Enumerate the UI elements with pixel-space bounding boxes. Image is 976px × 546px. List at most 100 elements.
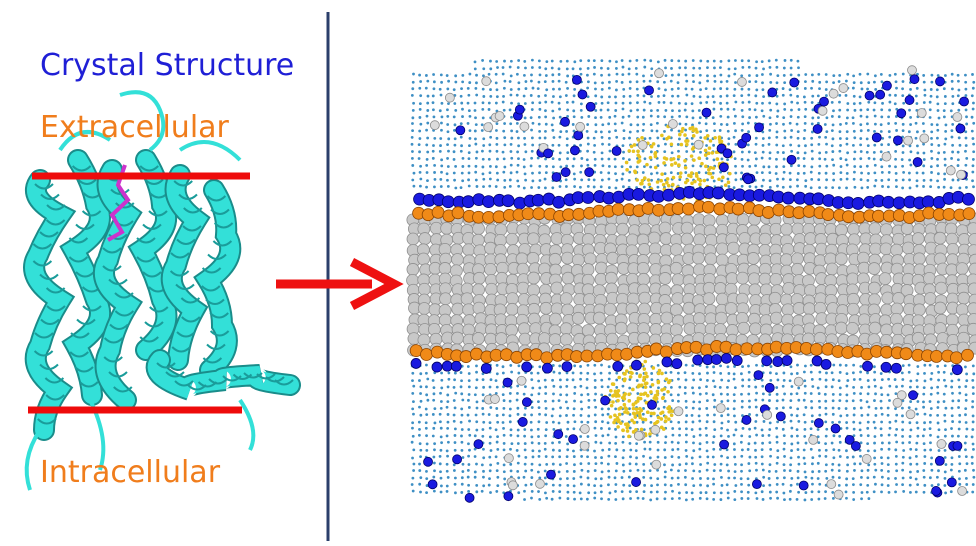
water-dot [970,435,974,439]
water-dot [649,476,653,480]
water-dot [620,476,624,479]
water-dot [872,150,876,154]
water-dot [706,455,710,459]
water-dot [942,400,946,403]
water-dot [466,468,470,472]
water-dot [768,371,772,375]
lipid-tail-bead [957,291,971,305]
lipid-tail-bead [671,273,685,287]
protein-atom [656,415,661,420]
protein-atom [639,383,644,387]
water-dot [748,399,751,403]
water-dot [873,426,877,430]
water-dot [818,151,822,155]
water-dot [657,144,660,148]
water-dot [900,158,904,161]
water-dot [467,483,470,487]
water-dot [727,434,730,438]
water-dot [705,129,709,133]
water-dot [712,107,716,111]
water-dot [935,475,939,479]
water-dot [460,491,464,494]
water-dot [956,94,960,98]
water-dot [781,427,785,431]
water-dot [424,407,428,411]
water-dot [929,377,933,381]
water-dot [453,441,457,444]
protein-atom [619,406,623,410]
water-dot [886,484,890,487]
water-dot [712,100,716,104]
water-dot [943,95,947,98]
water-dot [704,87,708,91]
water-dot [817,497,821,501]
water-dot [459,385,463,389]
water-dot [524,150,528,154]
water-dot [936,172,940,176]
lipid-tail-bead [966,222,976,236]
helix-turn [201,267,222,274]
water-dot [753,151,757,155]
water-dot [895,483,898,486]
water-dot [502,170,506,174]
protein-atom [710,175,715,180]
water-dot [783,441,786,445]
water-dot [629,109,633,113]
water-dot [543,469,547,473]
water-dot [635,371,639,375]
water-dot [942,370,946,374]
water-dot [831,421,835,424]
headgroup-bead [930,350,943,363]
water-dot [439,93,443,97]
water-dot [439,484,443,488]
water-dot [796,156,800,160]
water-dot [963,468,967,472]
water-dot [909,400,913,403]
protein-atom [717,177,721,182]
water-dot [740,463,743,467]
water-dot [921,434,925,438]
headgroup-bead [659,345,673,359]
water-dot [425,413,429,417]
water-dot [964,455,968,459]
headgroup-bead [899,347,913,361]
lipid-tail-bead [637,272,651,286]
water-dot [909,163,913,167]
water-dot [621,65,625,69]
water-dot [501,371,505,375]
water-dot [592,59,596,62]
water-dot [594,462,598,466]
protein-atom [623,377,627,381]
water-dot [790,476,794,480]
water-dot [445,405,449,409]
water-dot [529,79,533,83]
water-dot [832,434,836,438]
water-dot [473,67,477,71]
water-dot [663,130,666,133]
water-dot [851,455,855,459]
water-dot [685,79,689,83]
helix-turn [173,180,193,187]
water-dot [593,484,597,488]
protein-atom [711,166,716,170]
water-dot [489,378,493,382]
water-dot [606,101,610,105]
water-dot [509,93,513,97]
water-dot [599,441,603,445]
water-dot [508,392,512,395]
water-dot [811,482,814,486]
water-dot [496,448,500,451]
water-dot [706,477,710,480]
water-dot [810,177,814,181]
water-dot [733,399,736,403]
ion-blue [543,148,553,159]
water-dot [594,434,598,437]
water-dot [557,143,561,147]
water-dot [923,93,927,97]
water-dot [501,365,505,369]
water-dot [880,80,884,84]
water-dot [531,101,535,105]
water-dot [753,426,757,430]
water-dot [412,400,415,404]
water-dot [587,491,591,495]
